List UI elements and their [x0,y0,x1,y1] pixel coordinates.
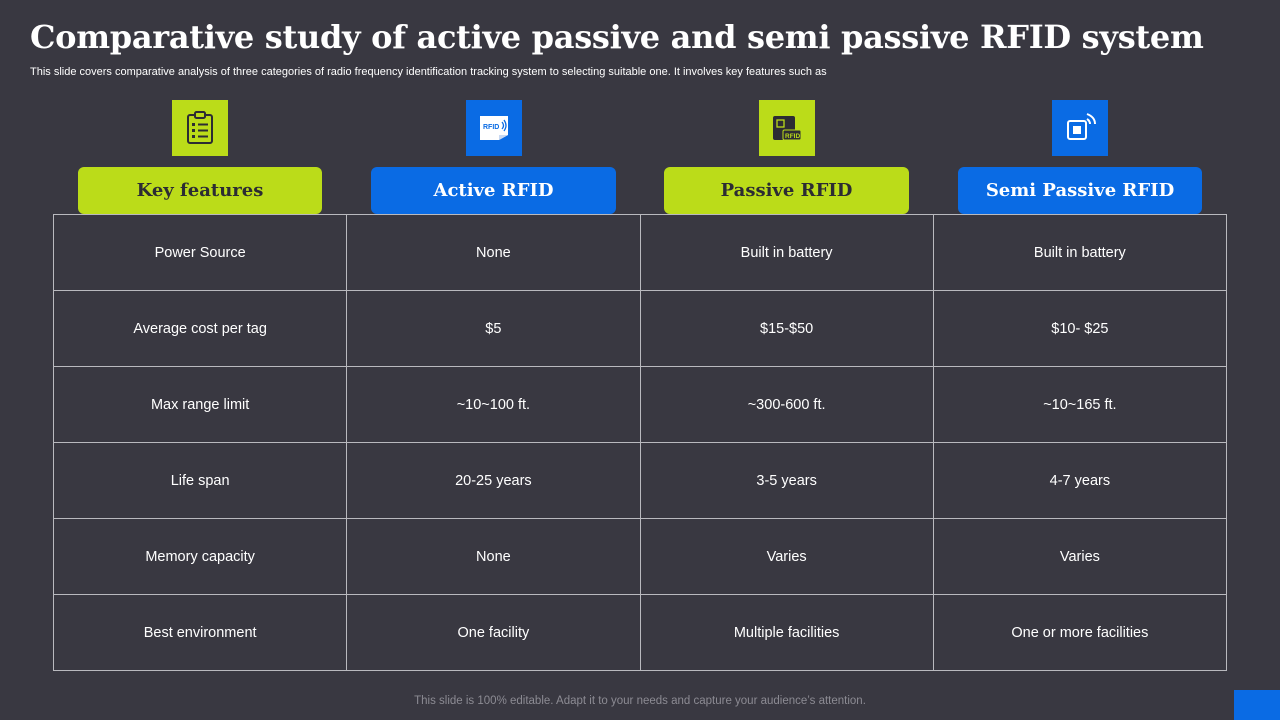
active-cell: ~10~100 ft. [346,366,641,443]
rfid-chip-label: RFID [785,133,800,140]
semi-passive-cell: Built in battery [932,214,1228,291]
comparison-table: Power Source None Built in battery Built… [52,214,1228,671]
passive-cell: 3-5 years [639,442,934,519]
icon-tile-passive-rfid: RFID [759,100,815,156]
header-key-features: Key features [78,167,322,214]
rfid-chip-icon: RFID [773,116,802,141]
feature-cell: Max range limit [52,366,348,443]
table-row: Best environment One facility Multiple f… [52,594,1228,671]
rfid-card-icon: RFID [480,116,508,140]
header-active-rfid: Active RFID [371,167,616,214]
active-cell: $5 [346,290,641,367]
feature-cell: Life span [52,442,348,519]
passive-cell: Varies [639,518,934,595]
header-semi-passive-rfid: Semi Passive RFID [958,167,1202,214]
slide-subtitle: This slide covers comparative analysis o… [30,66,827,78]
semi-passive-cell: 4-7 years [932,442,1228,519]
semi-passive-cell: ~10~165 ft. [932,366,1228,443]
icon-tile-key-features [172,100,228,156]
rfid-card-label: RFID [483,124,499,131]
clipboard-checklist-icon [187,111,213,144]
feature-cell: Memory capacity [52,518,348,595]
passive-cell: $15-$50 [639,290,934,367]
icon-tile-active-rfid: RFID [466,100,522,156]
active-cell: None [346,214,641,291]
footer-note: This slide is 100% editable. Adapt it to… [414,695,866,707]
slide-title: Comparative study of active passive and … [30,18,1204,56]
icon-tile-semi-passive-rfid [1052,100,1108,156]
feature-cell: Power Source [52,214,348,291]
wireless-chip-icon [1067,113,1096,140]
active-cell: One facility [346,594,641,671]
semi-passive-cell: One or more facilities [932,594,1228,671]
table-row: Life span 20-25 years 3-5 years 4-7 year… [52,442,1228,519]
header-passive-rfid: Passive RFID [664,167,909,214]
table-row: Max range limit ~10~100 ft. ~300-600 ft.… [52,366,1228,443]
active-cell: 20-25 years [346,442,641,519]
table-row: Power Source None Built in battery Built… [52,214,1228,291]
semi-passive-cell: Varies [932,518,1228,595]
table-row: Average cost per tag $5 $15-$50 $10- $25 [52,290,1228,367]
passive-cell: ~300-600 ft. [639,366,934,443]
corner-accent [1234,690,1280,720]
passive-cell: Built in battery [639,214,934,291]
table-row: Memory capacity None Varies Varies [52,518,1228,595]
feature-cell: Average cost per tag [52,290,348,367]
active-cell: None [346,518,641,595]
semi-passive-cell: $10- $25 [932,290,1228,367]
passive-cell: Multiple facilities [639,594,934,671]
feature-cell: Best environment [52,594,348,671]
